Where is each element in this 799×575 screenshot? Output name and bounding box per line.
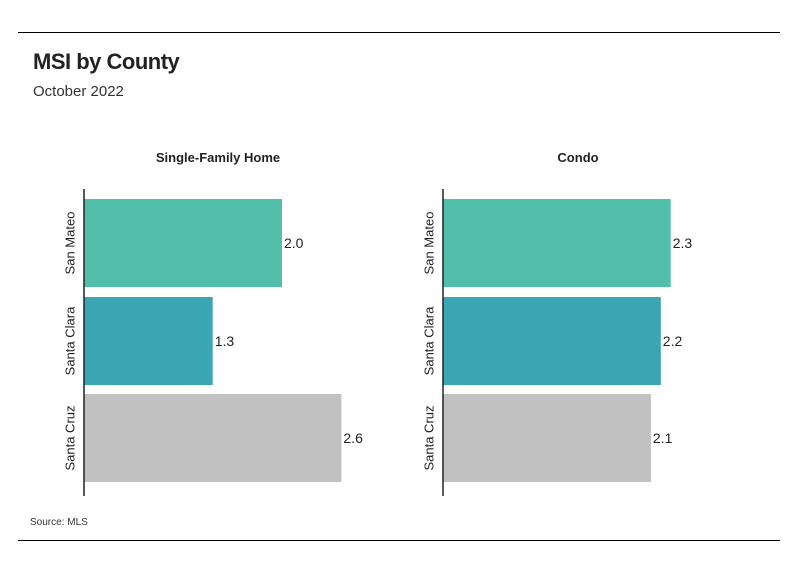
category-label-0-santa-clara: Santa Clara	[63, 306, 78, 375]
bar-0-santa-clara	[84, 297, 213, 385]
category-label-1-santa-cruz: Santa Cruz	[422, 405, 437, 470]
category-label-0-santa-cruz: Santa Cruz	[63, 405, 78, 470]
value-label-1-santa-cruz: 2.1	[653, 430, 673, 446]
source-note: Source: MLS	[30, 517, 88, 528]
category-label-1-san-mateo: San Mateo	[422, 212, 437, 275]
bar-1-san-mateo	[443, 199, 671, 287]
value-label-0-san-mateo: 2.0	[284, 235, 304, 251]
value-label-0-santa-clara: 1.3	[215, 333, 235, 349]
bar-0-san-mateo	[84, 199, 282, 287]
chart-title-0: Single-Family Home	[156, 150, 280, 165]
chart-title-1: Condo	[557, 150, 598, 165]
page-title: MSI by County	[33, 49, 180, 74]
value-label-0-santa-cruz: 2.6	[343, 430, 363, 446]
value-label-1-san-mateo: 2.3	[673, 235, 693, 251]
category-label-1-santa-clara: Santa Clara	[422, 306, 437, 375]
bottom-rule	[18, 540, 780, 541]
category-label-0-san-mateo: San Mateo	[63, 212, 78, 275]
bar-1-santa-clara	[443, 297, 661, 385]
bar-0-santa-cruz	[84, 394, 342, 482]
bar-1-santa-cruz	[443, 394, 651, 482]
page-subtitle: October 2022	[33, 83, 124, 100]
value-label-1-santa-clara: 2.2	[663, 333, 683, 349]
top-rule	[18, 32, 780, 33]
